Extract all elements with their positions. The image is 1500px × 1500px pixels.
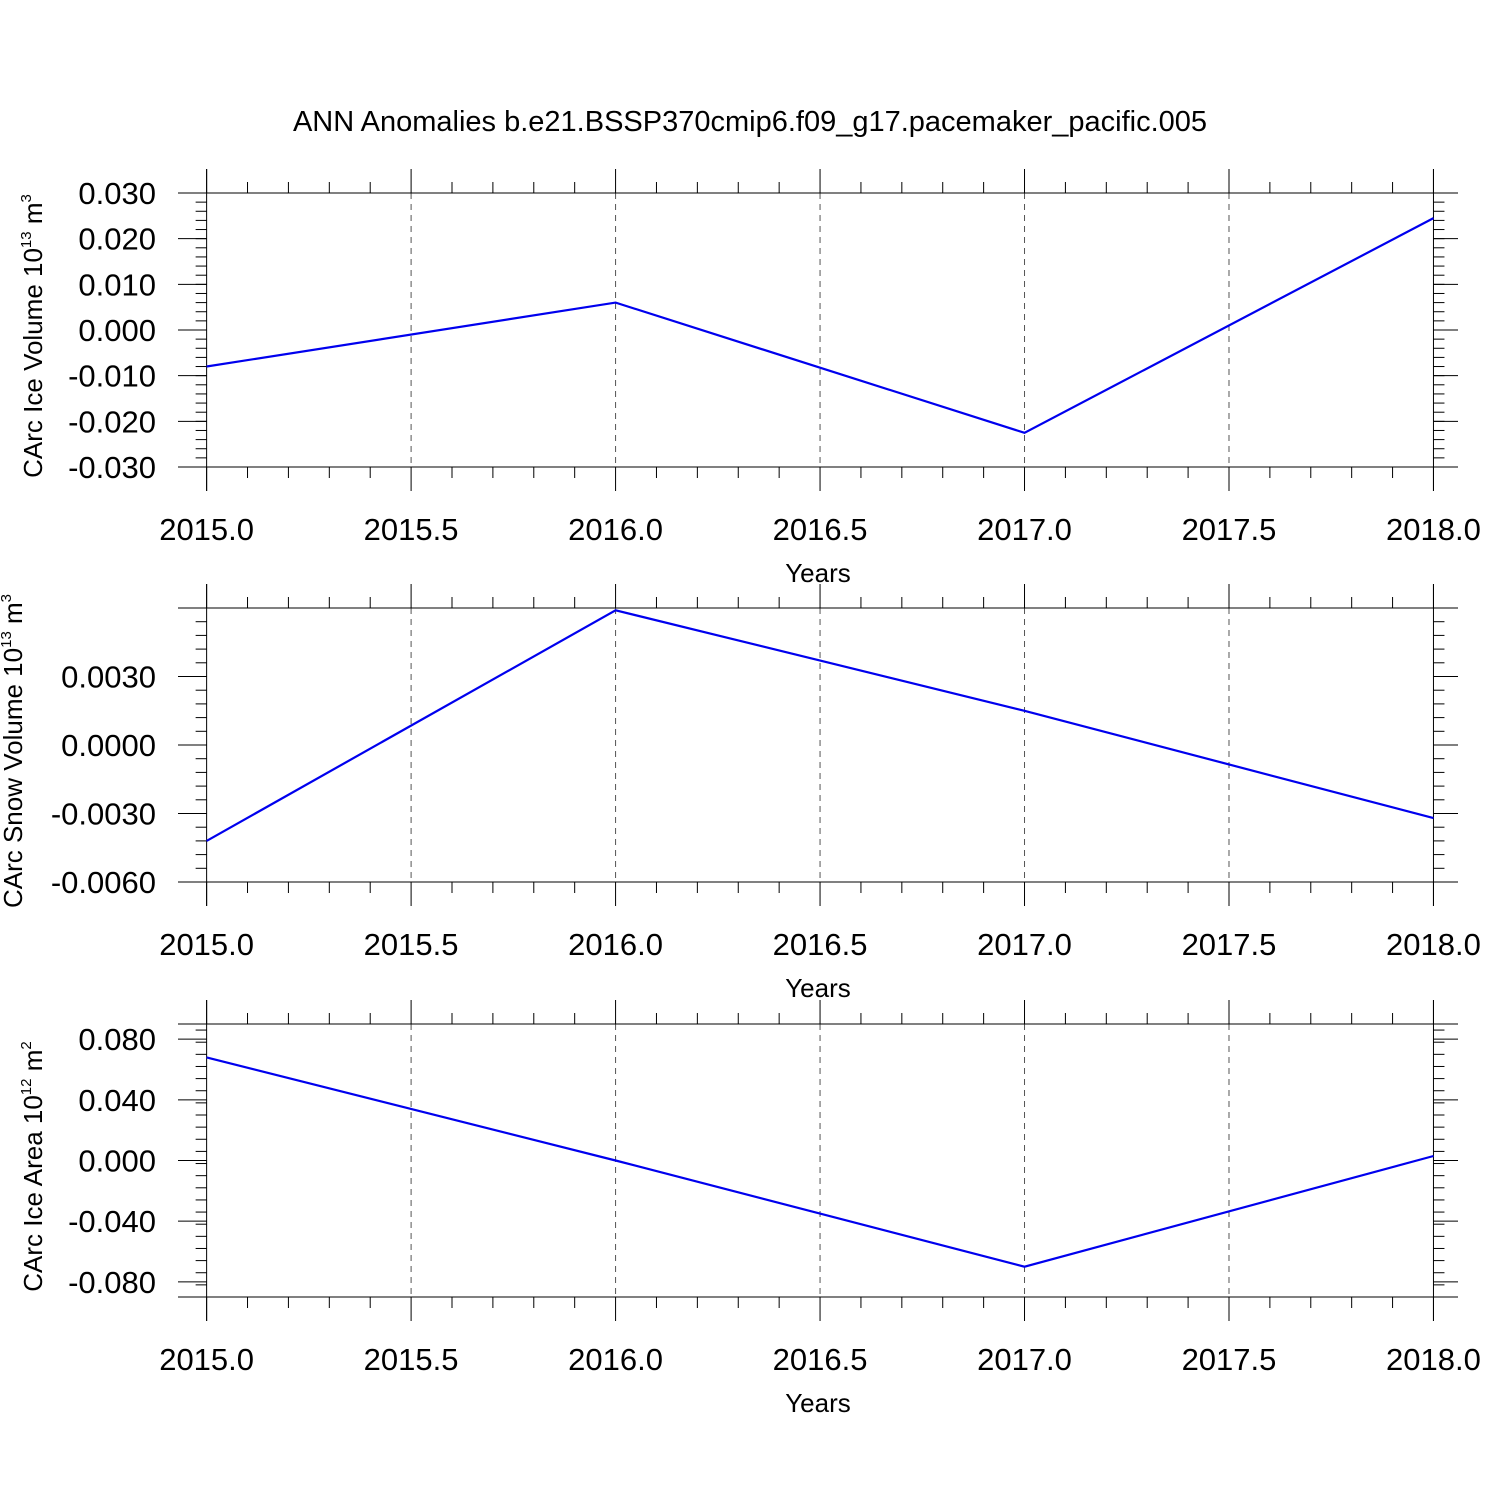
y-tick-label: -0.030 — [68, 450, 156, 485]
panels: 0.0300.0200.0100.000-0.010-0.020-0.03020… — [0, 169, 1481, 1418]
y-tick-label: -0.040 — [68, 1204, 156, 1239]
y-tick-label: -0.020 — [68, 404, 156, 439]
y-tick-label: -0.0060 — [51, 865, 156, 900]
x-tick-label: 2016.5 — [773, 927, 868, 962]
x-tick-label: 2016.5 — [773, 1342, 868, 1377]
x-axis-title: Years — [785, 1388, 851, 1418]
x-tick-label: 2018.0 — [1386, 1342, 1481, 1377]
x-tick-label: 2015.5 — [364, 1342, 459, 1377]
y-tick-label: 0.0000 — [61, 728, 156, 763]
x-tick-label: 2015.0 — [159, 1342, 254, 1377]
x-tick-label: 2017.0 — [977, 927, 1072, 962]
series-line — [206, 1056, 1434, 1268]
chart-panel-3: 0.080 0.040 0.000 -0.040 -0.080 2015.0 2015.5 2… — [18, 1000, 1481, 1418]
y-axis-title: CArc Ice Area 1012 m2 — [18, 1041, 48, 1291]
chart-title: ANN Anomalies b.e21.BSSP370cmip6.f09_g17… — [293, 106, 1207, 138]
x-tick-label: 2015.5 — [364, 927, 459, 962]
x-tick-label: 2016.0 — [568, 1342, 663, 1377]
series-line — [206, 609, 1434, 842]
y-tick-label: -0.010 — [68, 359, 156, 394]
x-tick-label: 2015.0 — [159, 927, 254, 962]
y-tick-label: 0.020 — [78, 222, 156, 257]
y-tick-label: 0.000 — [78, 313, 156, 348]
x-tick-label: 2015.0 — [159, 512, 254, 547]
x-axis-title: Years — [785, 558, 851, 588]
x-tick-label: 2018.0 — [1386, 927, 1481, 962]
chart-panel-1: 0.0300.0200.0100.000-0.010-0.020-0.03020… — [18, 169, 1481, 588]
y-tick-label: 0.000 — [78, 1144, 156, 1179]
x-tick-label: 2017.5 — [1182, 512, 1277, 547]
series-line — [206, 217, 1435, 434]
y-tick-label: -0.0030 — [51, 797, 156, 832]
y-axis-title: CArc Ice Volume 1013 m3 — [18, 194, 48, 478]
y-tick-label: 0.0030 — [61, 660, 156, 695]
y-tick-label: 0.010 — [78, 267, 156, 302]
x-tick-label: 2017.0 — [977, 512, 1072, 547]
x-tick-label: 2015.5 — [364, 512, 459, 547]
x-tick-label: 2017.0 — [977, 1342, 1072, 1377]
y-tick-label: 0.030 — [78, 176, 156, 211]
x-tick-label: 2017.5 — [1182, 1342, 1277, 1377]
x-tick-label: 2016.0 — [568, 512, 663, 547]
x-tick-label: 2018.0 — [1386, 512, 1481, 547]
x-axis-title: Years — [785, 973, 851, 1003]
x-tick-label: 2016.5 — [773, 512, 868, 547]
y-tick-label: -0.080 — [68, 1265, 156, 1300]
x-tick-label: 2016.0 — [568, 927, 663, 962]
x-tick-label: 2017.5 — [1182, 927, 1277, 962]
y-axis-title: CArc Snow Volume 1013 m3 — [0, 594, 28, 908]
y-tick-label: 0.080 — [78, 1022, 156, 1057]
y-tick-label: 0.040 — [78, 1083, 156, 1118]
